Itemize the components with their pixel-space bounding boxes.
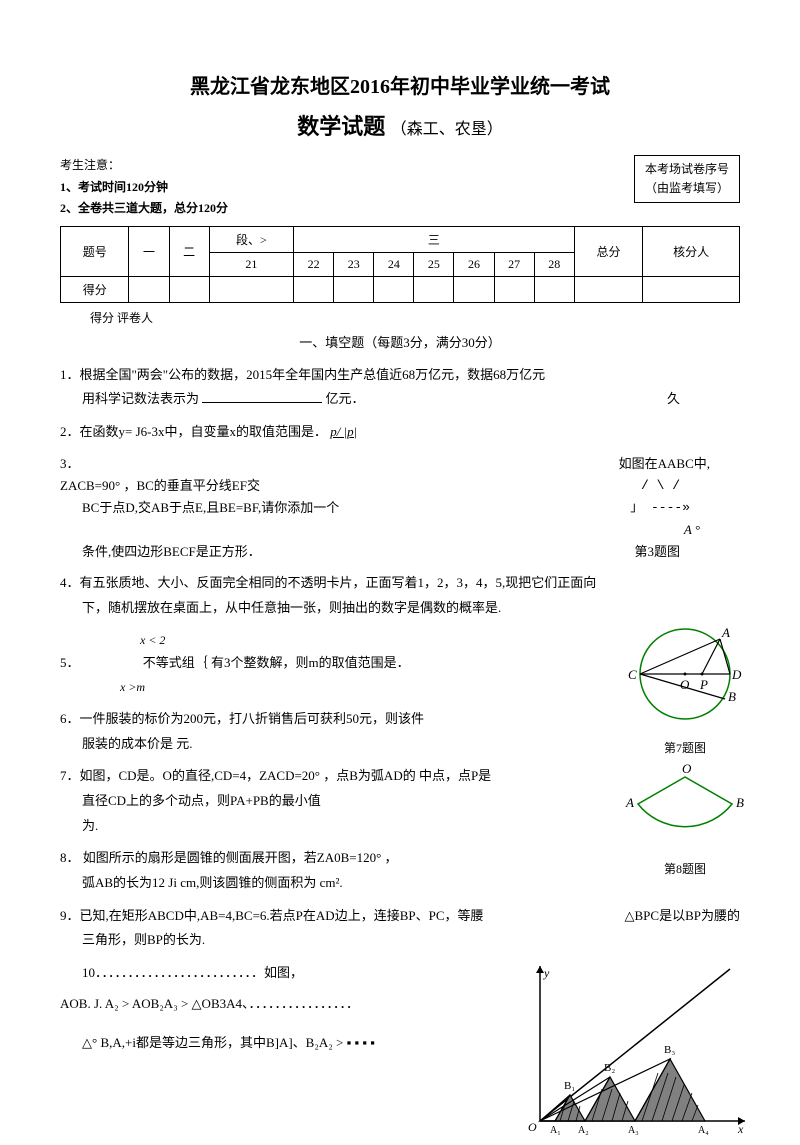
q1-line2: 用科学记数法表示为 亿元． 久	[60, 387, 740, 412]
main-title: 黑龙江省龙东地区2016年初中毕业学业统一考试	[60, 70, 740, 99]
q2-b: p/ |p|	[330, 424, 357, 439]
q8-a: 8． 如图所示的扇形是圆锥的侧面展开图，若ZA0B=120° ，	[60, 846, 590, 871]
th-three: 三	[294, 226, 575, 252]
svg-text:A: A	[721, 625, 730, 640]
svg-text:B: B	[736, 795, 744, 810]
question-2: 2．在函数y= J6-3x中，自变量x的取值范围是． p/ |p|	[60, 420, 740, 445]
q9-b: 三角形，则BP的长为.	[60, 928, 740, 953]
q5-pre: 5．	[60, 655, 80, 670]
q1-b: 用科学记数法表示为	[82, 391, 199, 406]
th-three-hint: 段、>	[209, 226, 293, 252]
svg-text:O: O	[680, 677, 690, 692]
q3-1a: 3．	[60, 453, 80, 475]
th-23: 23	[334, 252, 374, 276]
fan-diagram-icon: O A B	[620, 759, 750, 849]
svg-text:B₁: B₁	[564, 1080, 575, 1092]
q3-deg: A °	[60, 519, 700, 541]
th-28: 28	[534, 252, 574, 276]
q3-2a: ZACB=90° ，BC的垂直平分线EF交	[60, 475, 260, 497]
question-4: 4．有五张质地、大小、反面完全相同的不透明卡片，正面写着1，2，3，4，5,现把…	[60, 571, 740, 620]
q3-4b: 第3题图	[634, 541, 680, 563]
q6-a: 6．一件服装的标价为200元，打八折销售后可获利50元，则该件	[60, 707, 590, 732]
sub-title: 数学试题 （森工、农垦）	[60, 109, 740, 141]
subhead: 得分 评卷人	[90, 309, 740, 326]
q2-a: 2．在函数y= J6-3x中，自变量x的取值范围是．	[60, 424, 327, 439]
svg-text:A₄: A₄	[698, 1125, 709, 1136]
q7-c: 为.	[60, 814, 590, 839]
title2-sub: （森工、农垦）	[391, 121, 503, 138]
th-25: 25	[414, 252, 454, 276]
svg-text:A₃: A₃	[628, 1125, 639, 1136]
question-7: O A B 第8题图 7．如图，CD是。O的直径,CD=4，ZACD=20° ，…	[60, 764, 740, 838]
q4-b: 下，随机摆放在桌面上，从中任意抽一张，则抽出的数字是偶数的概率是.	[60, 596, 740, 621]
exambox1: 本考场试卷序号	[645, 160, 729, 179]
q7-a: 7．如图，CD是。O的直径,CD=4，ZACD=20° ，点B为弧AD的 中点，…	[60, 764, 590, 789]
svg-text:y: y	[543, 966, 550, 980]
q8-b: 弧AB的长为12 Ji cm,则该圆锥的侧面积为 cm².	[60, 871, 590, 896]
svg-text:A₁: A₁	[550, 1125, 561, 1136]
notice-line2: 2、全卷共三道大题，总分120分	[60, 198, 228, 220]
th-qnum: 题号	[61, 226, 129, 276]
svg-text:D: D	[731, 667, 742, 682]
th-checker: 核分人	[643, 226, 740, 276]
q6-b: 服装的成本价是 元.	[60, 732, 590, 757]
svg-text:x: x	[737, 1122, 744, 1136]
question-8: 8． 如图所示的扇形是圆锥的侧面展开图，若ZA0B=120° ， 弧AB的长为1…	[60, 846, 740, 895]
q3-1b: 如图在AABC中,	[619, 453, 710, 475]
question-9: 9．已知,在矩形ABCD中,AB=4,BC=6.若点P在AD边上，连接BP、PC…	[60, 904, 740, 953]
section1-title: 一、填空题（每题3分，满分30分）	[60, 332, 740, 351]
q9-a: 9．已知,在矩形ABCD中,AB=4,BC=6.若点P在AD边上，连接BP、PC…	[60, 904, 484, 929]
th-score: 得分	[61, 276, 129, 302]
svg-text:P: P	[699, 677, 708, 692]
question-10: O y x B₁ B₂ B₃ A₁ A₂ A₃ A₄ 10．．．．．．．．．．．…	[60, 961, 740, 1131]
q1-a: 1．根据全国"两会"公布的数据，2015年全年国内生产总值近68万亿元，数据68…	[60, 363, 740, 388]
q1-c: 亿元．	[326, 391, 365, 406]
coordinate-triangles-icon: O y x B₁ B₂ B₃ A₁ A₂ A₃ A₄	[520, 961, 750, 1136]
q3-4a: 条件,使四边形BECF是正方形．	[82, 541, 261, 563]
svg-text:B: B	[728, 689, 736, 704]
svg-text:B₂: B₂	[604, 1062, 615, 1074]
question-1: 1．根据全国"两会"公布的数据，2015年全年国内生产总值近68万亿元，数据68…	[60, 363, 740, 412]
exambox2: （由监考填写）	[645, 179, 729, 198]
th-one: 一	[129, 226, 169, 276]
svg-text:A: A	[625, 795, 634, 810]
q5-mid: 不等式组｛ 有3个整数解，则m的取值范围是．	[143, 655, 410, 670]
svg-text:B₃: B₃	[664, 1044, 675, 1056]
svg-text:C: C	[628, 667, 637, 682]
q1-tail: 久	[667, 387, 680, 412]
th-21: 21	[209, 252, 293, 276]
th-total: 总分	[574, 226, 642, 276]
table-row: 题号 一 二 段、> 三 总分 核分人	[61, 226, 740, 252]
q3-3a: BC于点D,交AB于点E,且BE=BF,请你添加一个	[82, 497, 339, 519]
q9-c: △BPC是以BP为腰的	[625, 904, 740, 929]
q3-3b: 」 ----»	[630, 497, 690, 519]
th-22: 22	[294, 252, 334, 276]
q1-blank	[202, 389, 322, 403]
notice-row: 考生注意： 1、考试时间120分钟 2、全卷共三道大题，总分120分 本考场试卷…	[60, 155, 740, 220]
svg-text:O: O	[528, 1120, 537, 1134]
notice-head: 考生注意：	[60, 155, 228, 177]
th-26: 26	[454, 252, 494, 276]
notice-line1: 1、考试时间120分钟	[60, 177, 228, 199]
score-table: 题号 一 二 段、> 三 总分 核分人 21 22 23 24 25 26 27…	[60, 226, 740, 303]
question-6: 6．一件服装的标价为200元，打八折销售后可获利50元，则该件 服装的成本价是 …	[60, 707, 740, 756]
q7-b: 直径CD上的多个动点，则PA+PB的最小值	[60, 789, 590, 814]
title2-main: 数学试题	[297, 114, 385, 139]
exam-serial-box: 本考场试卷序号 （由监考填写）	[634, 155, 740, 203]
th-two: 二	[169, 226, 209, 276]
question-5: A D C O P B 第7题图 x < 2 5． 不等式组｛ 有3个整数解，则…	[60, 629, 740, 699]
q10-figure: O y x B₁ B₂ B₃ A₁ A₂ A₃ A₄	[520, 961, 750, 1145]
th-24: 24	[374, 252, 414, 276]
q4-a: 4．有五张质地、大小、反面完全相同的不透明卡片，正面写着1，2，3，4，5,现把…	[60, 571, 740, 596]
q3-2b: / \ /	[641, 475, 680, 497]
notice-left: 考生注意： 1、考试时间120分钟 2、全卷共三道大题，总分120分	[60, 155, 228, 220]
question-3: 3． 如图在AABC中, ZACB=90° ，BC的垂直平分线EF交 / \ /…	[60, 453, 740, 563]
svg-text:A₂: A₂	[578, 1125, 589, 1136]
table-row: 得分	[61, 276, 740, 302]
svg-text:O: O	[682, 761, 692, 776]
th-27: 27	[494, 252, 534, 276]
